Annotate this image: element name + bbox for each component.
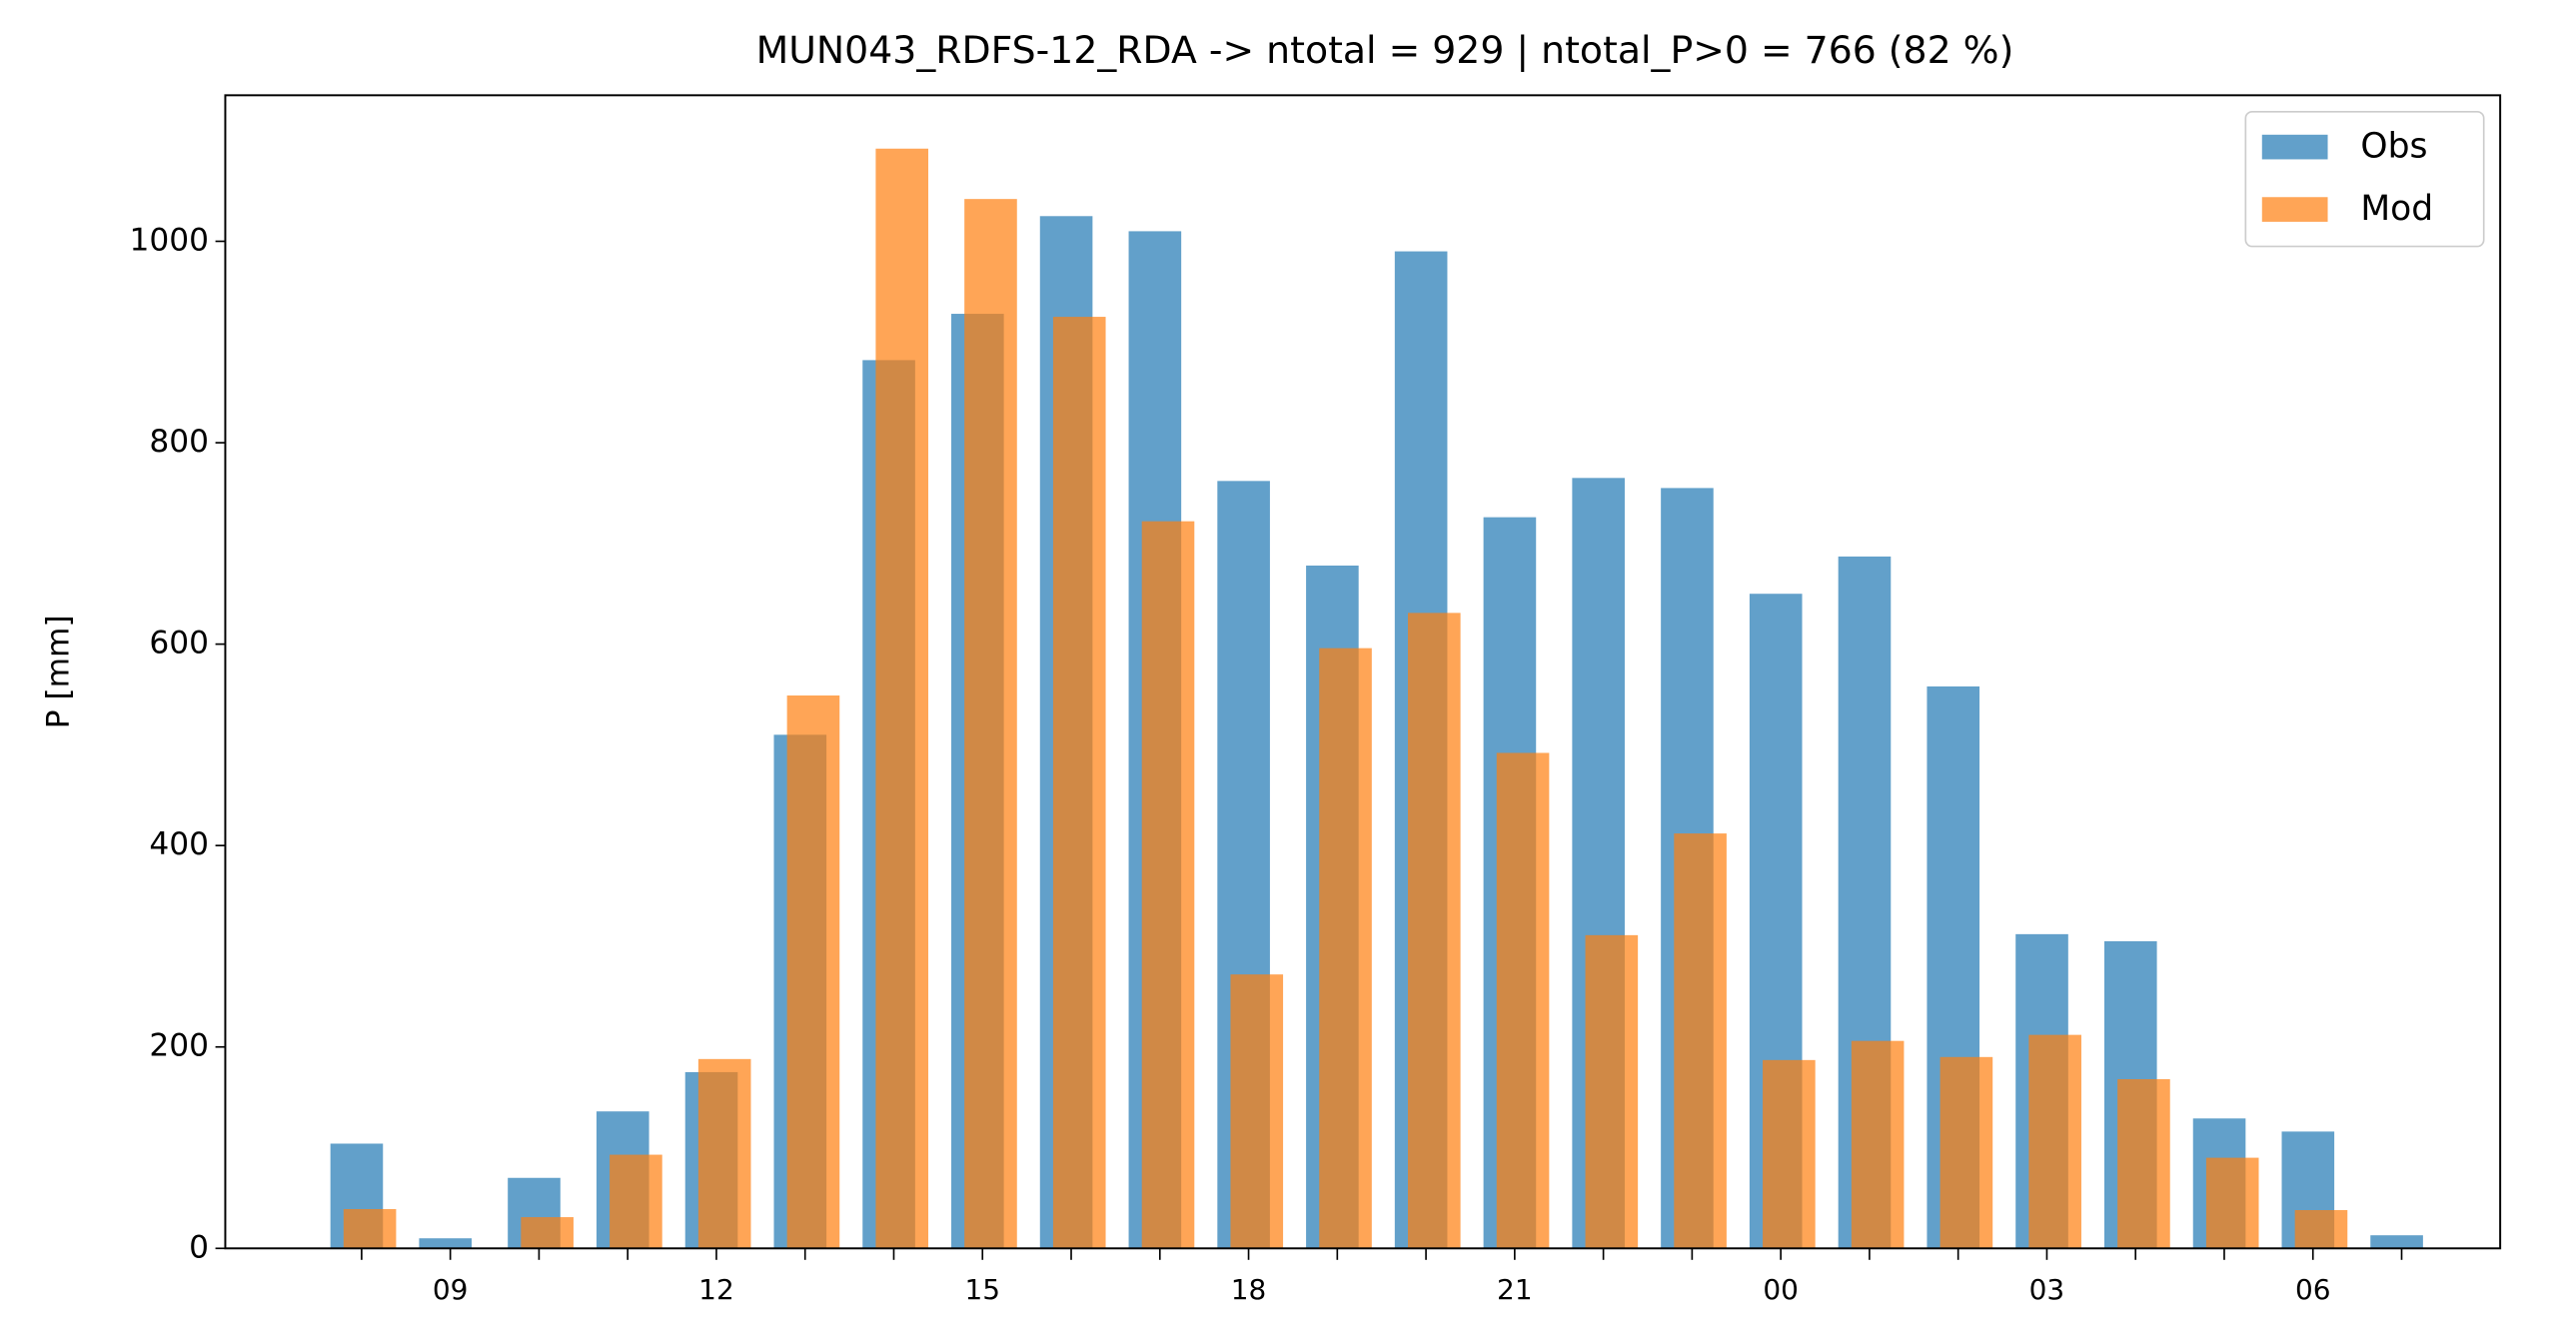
bar: [964, 199, 1017, 1249]
bar: [2028, 1034, 2081, 1249]
bar: [1230, 974, 1284, 1249]
legend-label: Obs: [2360, 126, 2427, 166]
legend-swatch: [2261, 197, 2328, 222]
y-tick-label: 200: [149, 1028, 209, 1064]
legend-label: Mod: [2360, 189, 2433, 229]
y-tick-label: 400: [149, 826, 209, 862]
x-tick-label: 12: [698, 1273, 734, 1306]
x-tick-label: 15: [964, 1273, 1000, 1306]
chart-title: MUN043_RDFS-12_RDA -> ntotal = 929 | nto…: [756, 28, 2014, 73]
x-tick-label: 18: [1231, 1273, 1267, 1306]
bar: [1674, 833, 1727, 1249]
bar: [521, 1217, 574, 1249]
bar: [1319, 648, 1372, 1249]
bar: [2205, 1157, 2259, 1249]
bar: [1407, 613, 1461, 1249]
bar: [610, 1154, 662, 1249]
bar: [1052, 317, 1106, 1249]
bar: [2294, 1210, 2348, 1249]
bar: [2117, 1078, 2170, 1249]
legend: Obs Mod: [2244, 110, 2485, 248]
bar: [1939, 1056, 1993, 1249]
bar: [786, 695, 840, 1249]
x-tick-label: 09: [433, 1273, 469, 1306]
y-tick-label: 600: [149, 626, 209, 662]
bar: [1496, 752, 1550, 1249]
x-tick-label: 06: [2295, 1273, 2331, 1306]
bar: [343, 1208, 397, 1249]
plot-frame: [224, 94, 2502, 1250]
x-tick-label: 21: [1497, 1273, 1533, 1306]
bar: [697, 1058, 751, 1249]
bar: [2370, 1235, 2423, 1249]
y-tick-label: 800: [149, 424, 209, 460]
y-tick-label: 1000: [130, 222, 209, 258]
bar: [1141, 521, 1195, 1249]
x-tick-label: 00: [1763, 1273, 1799, 1306]
bar: [419, 1238, 473, 1249]
bar: [1851, 1040, 1905, 1249]
bar: [1763, 1059, 1816, 1249]
legend-swatch: [2261, 134, 2328, 160]
x-tick-label: 03: [2029, 1273, 2065, 1306]
y-axis-label: P [mm]: [40, 615, 76, 728]
bar: [875, 148, 929, 1249]
y-tick-label: 0: [189, 1229, 209, 1265]
bar: [1585, 934, 1639, 1249]
